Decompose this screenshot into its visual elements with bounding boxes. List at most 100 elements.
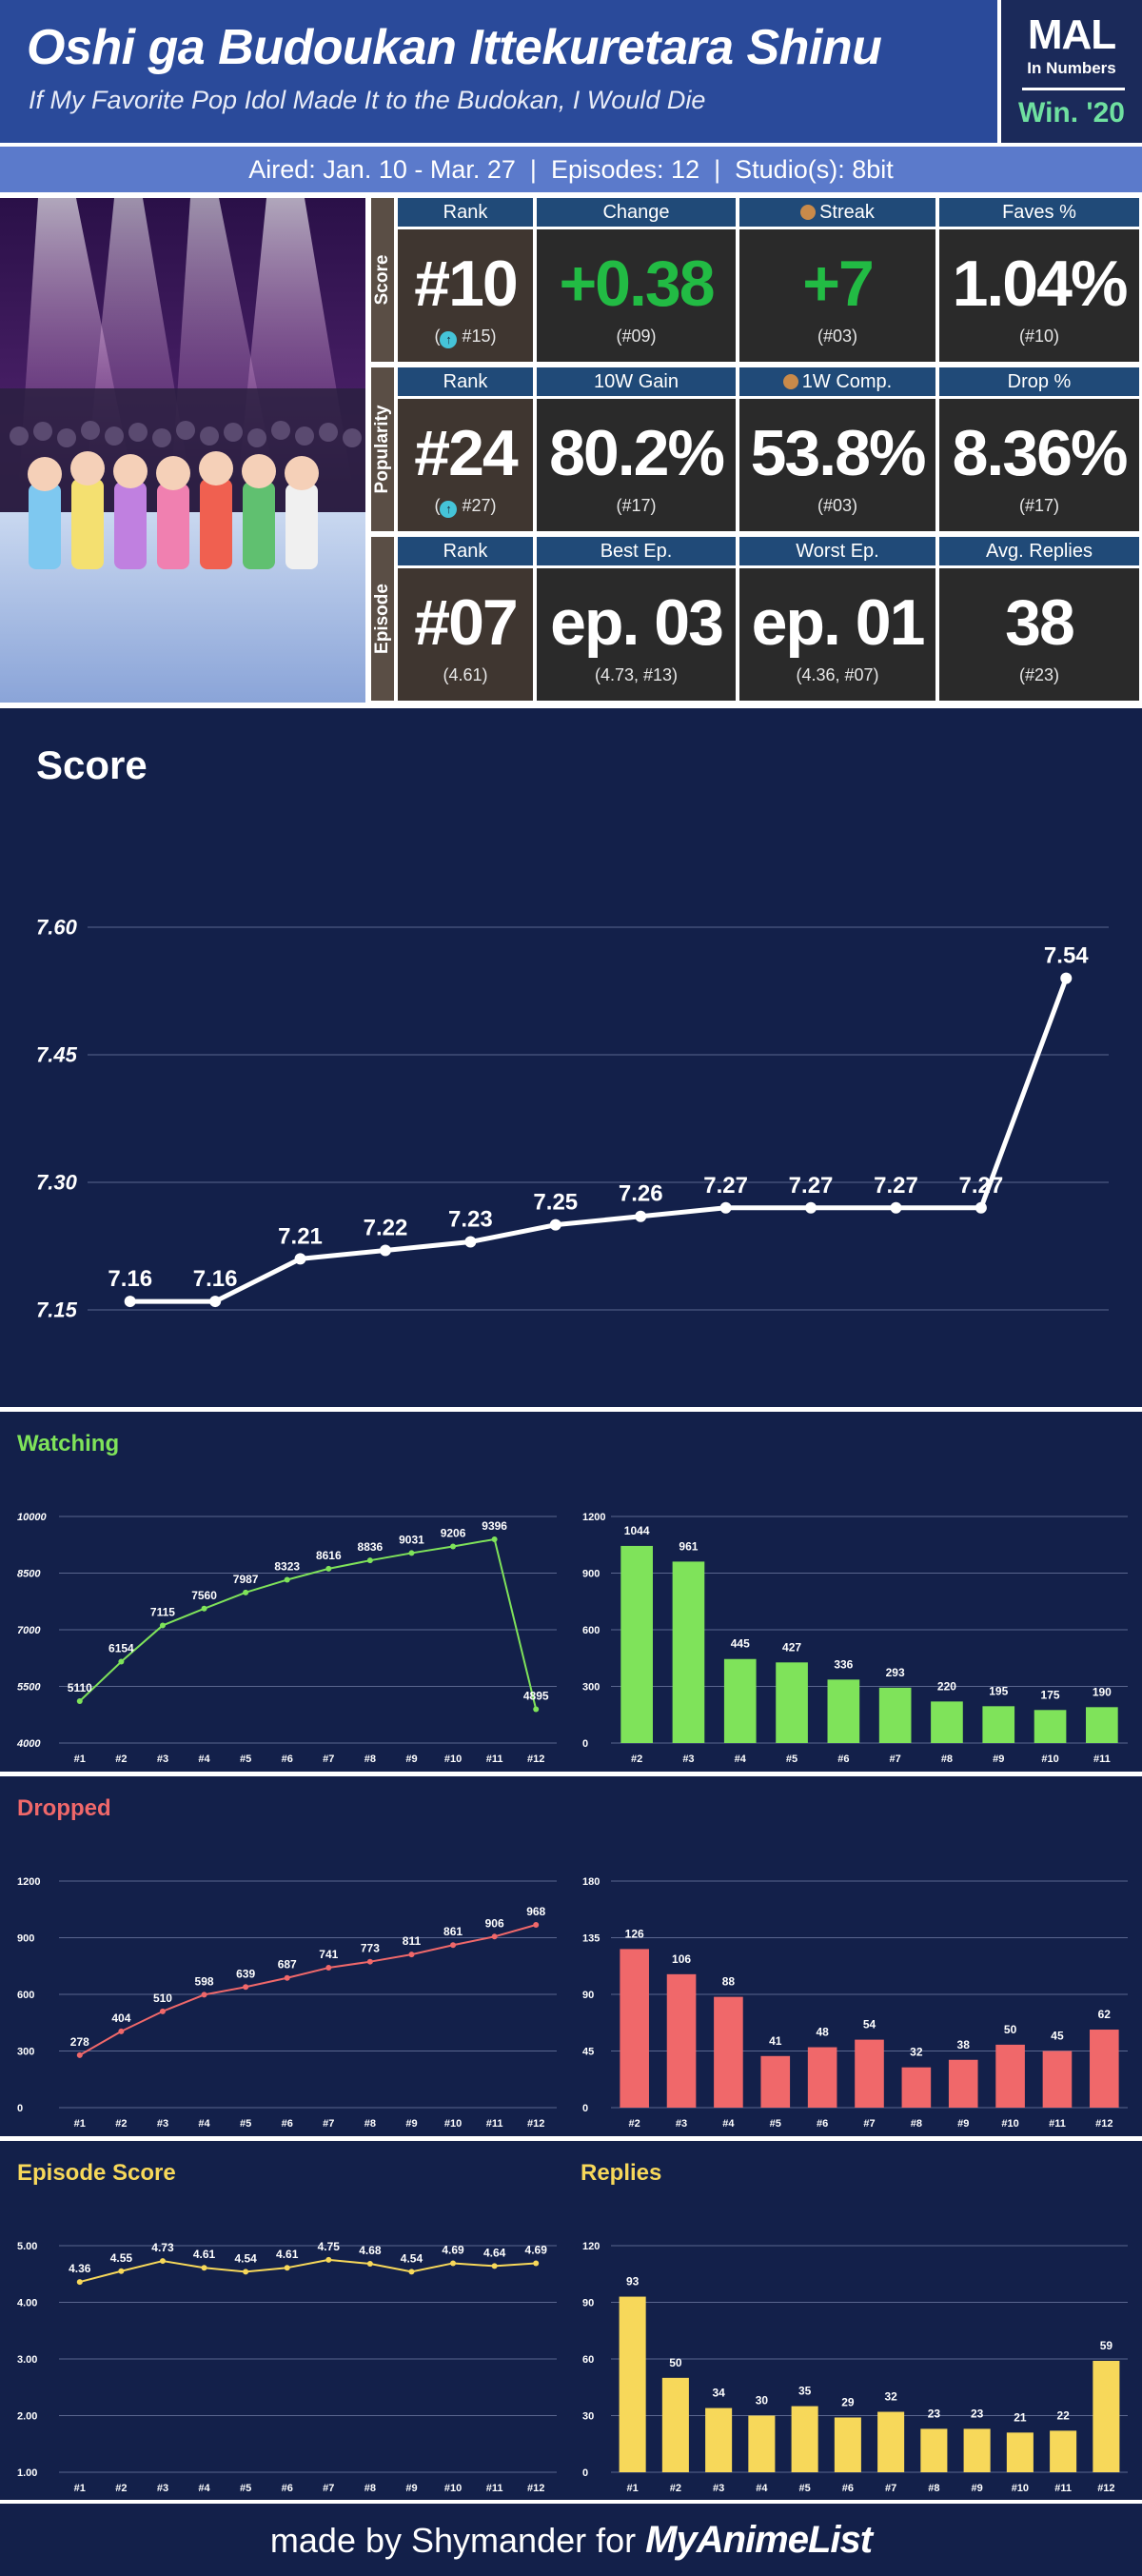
data-label: 54 (863, 2018, 876, 2031)
x-tick-label: #2 (115, 2483, 127, 2494)
popularity-drop-header: Drop % (939, 367, 1139, 396)
score-rank-sub: (↑ #15) (434, 327, 497, 348)
score-change-value: +0.38 (559, 248, 715, 320)
bar (1050, 2430, 1077, 2472)
y-tick-label: 4000 (16, 1738, 41, 1750)
bar (901, 2067, 932, 2108)
data-label: 4.75 (318, 2240, 341, 2253)
data-point (408, 2269, 415, 2275)
y-tick-label: 120 (582, 2241, 600, 2252)
bar (791, 2406, 818, 2472)
popularity-comp-header: 1W Comp. (739, 367, 935, 396)
data-label: 195 (989, 1684, 1008, 1697)
episode-score-line-chart: 1.00 2.00 3.00 4.00 5.00 #1 #2 #3 #4 #5 #6 #7 #8 #9 #1… (17, 2240, 557, 2494)
season-label: Win. '20 (1018, 97, 1125, 129)
x-tick-label: #4 (198, 2118, 210, 2130)
popularity-drop-value: 8.36% (952, 417, 1129, 489)
y-tick-label: 7.15 (36, 1298, 78, 1322)
x-tick-label: #12 (527, 2483, 544, 2494)
score-rank-header: Rank (398, 198, 533, 227)
data-label: 968 (526, 1905, 545, 1918)
data-label: 21 (1014, 2410, 1027, 2424)
data-label: 293 (886, 1666, 905, 1679)
data-point (284, 2265, 290, 2271)
data-label: 4895 (523, 1689, 549, 1702)
data-point (284, 1974, 290, 1981)
replies-bar-chart: 0 30 60 90 120 #1 #2 #3 #4 #5 #6 #7 #8 #9 #10 #11 #12 93 5… (582, 2241, 1128, 2494)
data-label: 278 (70, 2035, 89, 2049)
x-tick-label: #6 (282, 1754, 293, 1765)
x-tick-label: #1 (74, 2483, 86, 2494)
y-tick-label: 5.00 (17, 2241, 37, 2252)
data-point (294, 1253, 306, 1265)
x-tick-label: #8 (364, 2483, 376, 2494)
x-tick-label: #9 (972, 2483, 983, 2494)
data-point (379, 1244, 391, 1257)
data-point (975, 1201, 987, 1214)
x-tick-label: #7 (323, 2118, 334, 2130)
data-label: 4.61 (276, 2248, 299, 2261)
y-tick-label: 0 (582, 1738, 588, 1750)
x-tick-label: #3 (157, 1754, 168, 1765)
x-tick-label: #6 (817, 2118, 828, 2130)
data-label: 5110 (68, 1681, 92, 1694)
x-tick-label: #4 (198, 2483, 210, 2494)
data-point (408, 1550, 415, 1556)
x-tick-label: #10 (444, 1754, 462, 1765)
data-point (243, 1589, 249, 1595)
data-label: 7.23 (448, 1207, 493, 1233)
x-tick-label: #2 (670, 2483, 681, 2494)
bar (1034, 1710, 1067, 1743)
y-tick-label: 900 (582, 1568, 600, 1579)
arrow-up-icon: ↑ (440, 331, 458, 348)
popularity-drop-cell: 8.36% (#17) (939, 399, 1139, 531)
x-tick-label: #9 (405, 2118, 417, 2130)
arrow-up-icon: ↑ (440, 501, 458, 518)
medal-icon (800, 205, 817, 220)
episodes-label: Episodes: (550, 155, 664, 184)
aired-label: Aired: (248, 155, 316, 184)
data-point (201, 1991, 207, 1998)
x-tick-label: #1 (627, 2483, 639, 2494)
data-label: 510 (153, 1991, 172, 2005)
x-tick-label: #7 (890, 1754, 901, 1765)
score-faves-value: 1.04% (952, 248, 1129, 320)
data-label: 445 (731, 1637, 750, 1651)
data-label: 8836 (358, 1540, 384, 1554)
score-faves-header: Faves % (939, 198, 1139, 227)
popularity-comp-value: 53.8% (750, 417, 927, 489)
data-point (450, 2260, 457, 2267)
data-label: 7560 (191, 1589, 217, 1602)
x-tick-label: #11 (1054, 2483, 1072, 2494)
bar (672, 1561, 705, 1743)
watching-line-chart: 4000 5500 7000 8500 10000 #1 #2 #3 #4 #5 #6 #7 #8 #9 #… (16, 1512, 557, 1765)
data-label: 7.27 (703, 1173, 748, 1199)
episode-replies-cell: 38 (#23) (939, 568, 1139, 701)
episode-best-sub: (4.73, #13) (594, 665, 679, 684)
episode-worst-header: Worst Ep. (739, 537, 935, 565)
score-change-cell: +0.38 (#09) (537, 229, 736, 362)
episode-score-panel: Episode Score Replies 1.00 2.00 3.00 4.00 5.… (0, 2141, 1142, 2500)
y-tick-label: 5500 (17, 1681, 41, 1693)
x-tick-label: #1 (74, 2118, 86, 2130)
x-tick-label: #12 (1095, 2118, 1112, 2130)
bar (1086, 1707, 1118, 1743)
mal-in-numbers-badge: MAL In Numbers Win. '20 (997, 0, 1142, 143)
data-point (719, 1201, 732, 1214)
x-tick-label: #9 (405, 1754, 417, 1765)
x-tick-label: #12 (527, 1754, 544, 1765)
data-label: 32 (884, 2390, 897, 2404)
y-tick-label: 300 (582, 1681, 600, 1693)
score-faves-cell: 1.04% (#10) (939, 229, 1139, 362)
data-point (366, 1958, 373, 1965)
bar (834, 2417, 861, 2472)
data-point (201, 2265, 207, 2271)
data-point (464, 1236, 477, 1248)
x-tick-label: #3 (676, 2118, 687, 2130)
x-tick-label: #8 (364, 1754, 376, 1765)
x-tick-label: #12 (527, 2118, 544, 2130)
data-label: 7987 (233, 1573, 259, 1586)
y-tick-label: 180 (582, 1876, 600, 1888)
divider (0, 2136, 1142, 2141)
data-label: 961 (679, 1539, 698, 1553)
